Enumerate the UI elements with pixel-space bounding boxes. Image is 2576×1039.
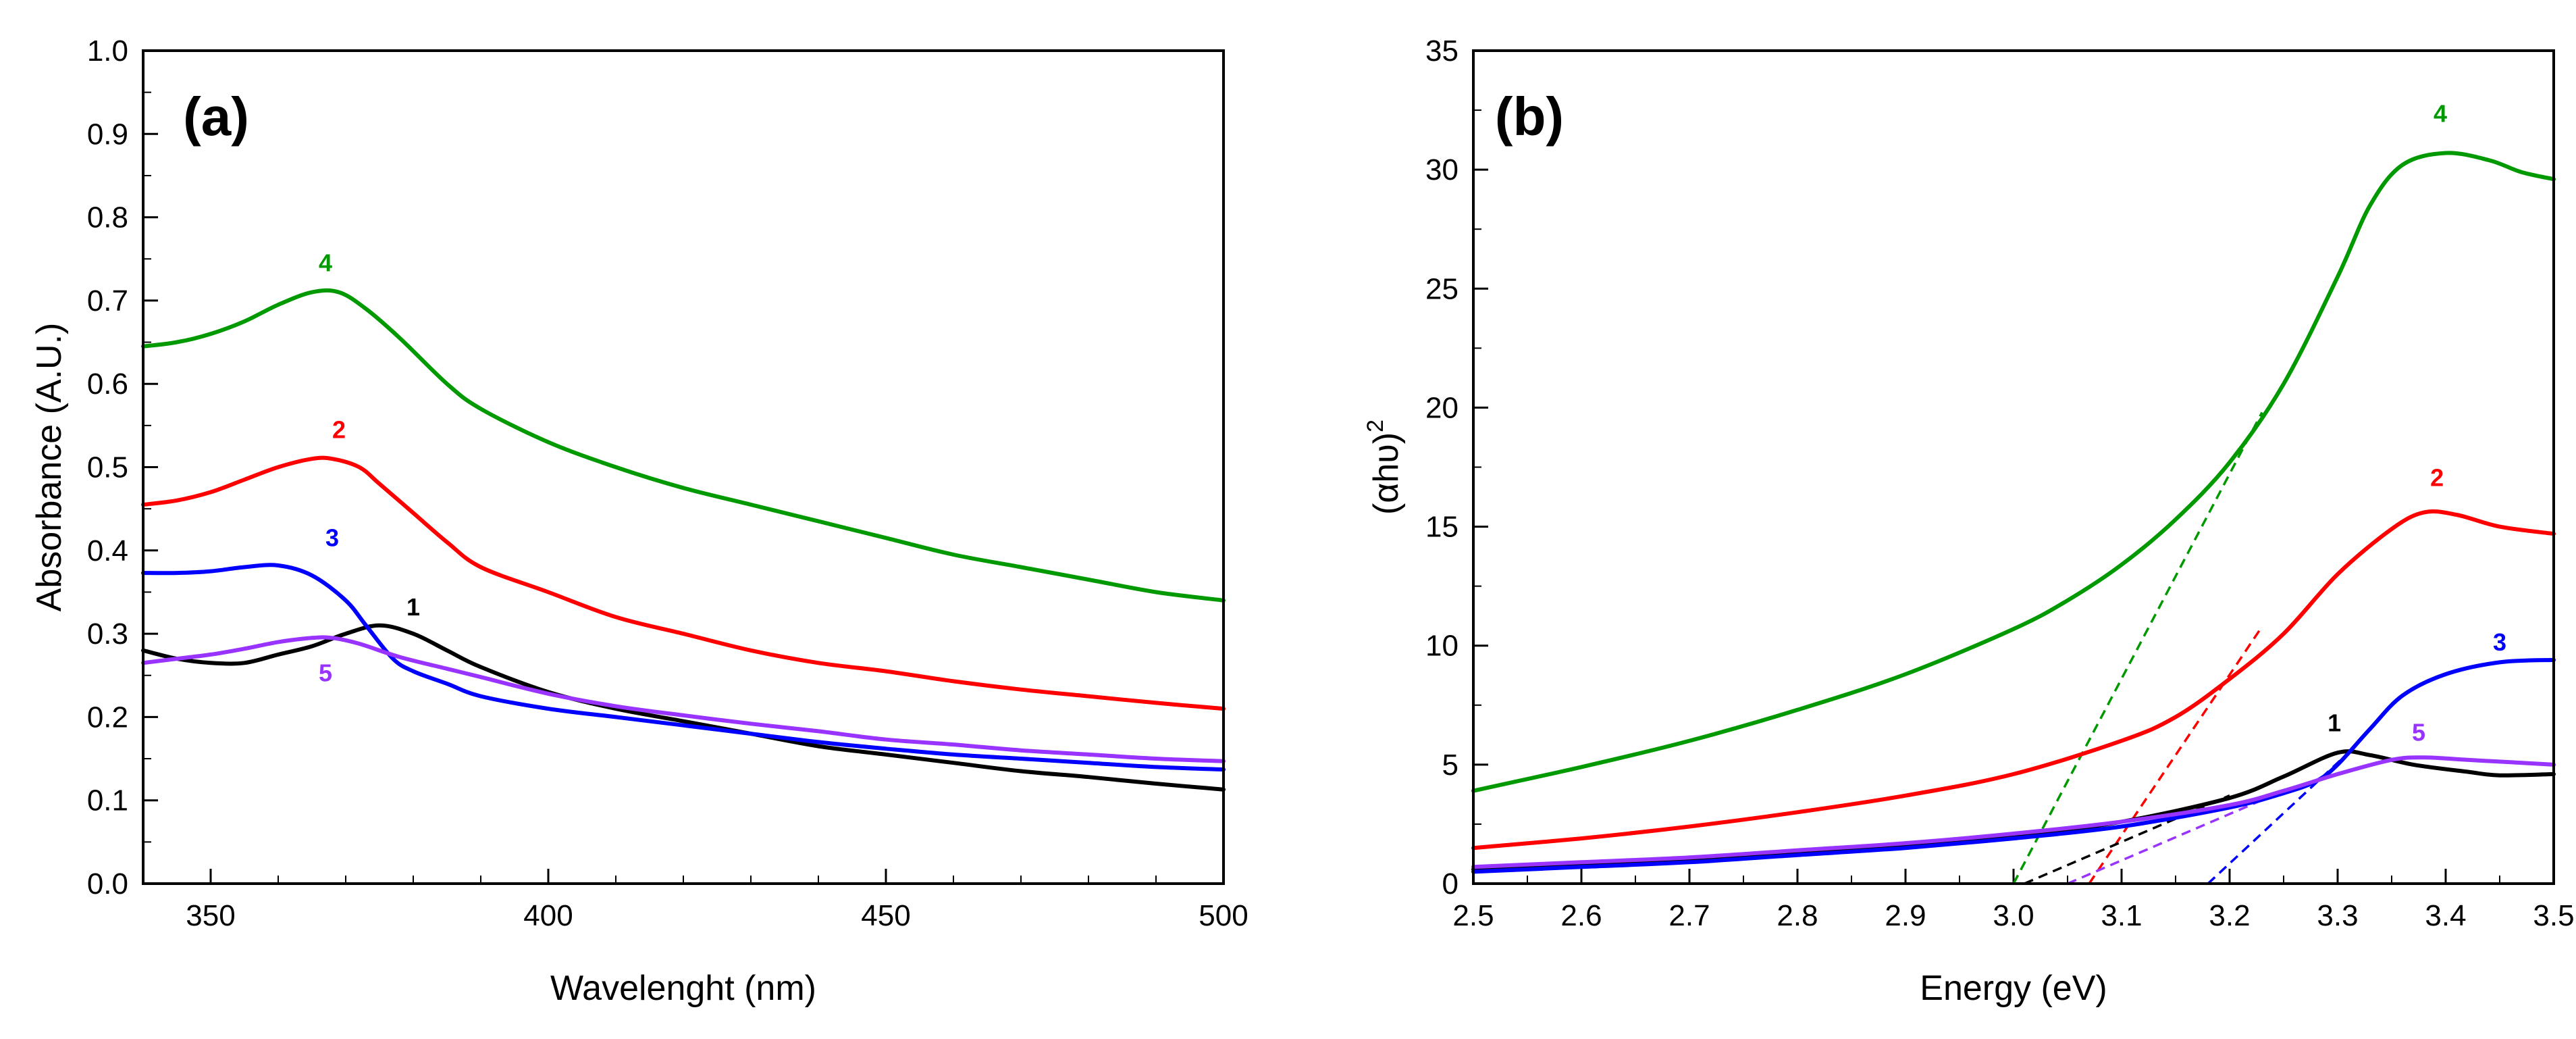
panel-b-x-axis-label: Energy (eV) xyxy=(1920,969,2107,1008)
y-tick-label: 0.6 xyxy=(87,368,128,401)
series-line-5 xyxy=(1471,755,2556,869)
series-label-5: 5 xyxy=(2412,719,2425,746)
x-tick-label: 2.9 xyxy=(1885,899,1926,932)
panel-b-frame xyxy=(1472,49,2555,885)
series-line-3 xyxy=(141,563,1226,772)
y-tick-label: 0.9 xyxy=(87,118,128,151)
x-tick-label: 2.5 xyxy=(1452,899,1494,932)
tangent-line-2 xyxy=(2088,626,2263,884)
series-label-3: 3 xyxy=(325,524,339,552)
series-line-3 xyxy=(1471,657,2556,874)
panel-a: 350 400 450 500 0.0 0.1 0.2 0.3 0.4 0.5 0.6 0.7 0.8 0… xyxy=(30,34,1248,1008)
panel-a-label: (a) xyxy=(183,86,249,147)
y-tick-label: 0.7 xyxy=(87,284,128,318)
panel-b-y-axis-label-sup: 2 xyxy=(1363,420,1388,432)
tangent-line-5 xyxy=(2067,790,2284,885)
y-tick-label: 1.0 xyxy=(87,34,128,68)
y-tick-label: 0 xyxy=(1442,867,1458,901)
y-tick-label: 0.1 xyxy=(87,784,128,817)
panel-a-ticks: 350 400 450 500 0.0 0.1 0.2 0.3 0.4 0.5 0.6 0.7 0.8 0… xyxy=(87,34,1248,932)
y-tick-label: 0.8 xyxy=(87,201,128,234)
series-line-4 xyxy=(1471,151,2556,793)
series-label-2: 2 xyxy=(332,415,346,443)
x-tick-label: 400 xyxy=(523,899,573,932)
x-tick-label: 2.8 xyxy=(1777,899,1818,932)
x-tick-label: 3.0 xyxy=(1993,899,2034,932)
series-label-5: 5 xyxy=(319,659,332,686)
series-label-3: 3 xyxy=(2493,628,2506,656)
panel-a-y-axis-label: Absorbance (A.U.) xyxy=(30,323,69,612)
y-tick-label: 0.5 xyxy=(87,451,128,484)
series-label-4: 4 xyxy=(2434,100,2447,128)
y-tick-label: 0.0 xyxy=(87,867,128,901)
series-line-5 xyxy=(141,635,1226,763)
panel-b-series xyxy=(1471,151,2556,874)
y-tick-label: 10 xyxy=(1425,630,1458,663)
series-line-4 xyxy=(141,288,1226,603)
series-line-1 xyxy=(141,623,1226,792)
tangent-line-4 xyxy=(2012,411,2263,884)
y-tick-label: 25 xyxy=(1425,272,1458,305)
y-tick-label: 15 xyxy=(1425,511,1458,544)
series-line-1 xyxy=(1471,749,2556,871)
y-tick-label: 35 xyxy=(1425,34,1458,68)
series-line-2 xyxy=(141,455,1226,711)
y-tick-label: 5 xyxy=(1442,749,1458,782)
panel-b-ticks: 2.5 2.6 2.7 2.8 2.9 3.0 3.1 3.2 3.3 3.4 3.50510152… xyxy=(1425,34,2575,932)
x-tick-label: 350 xyxy=(186,899,235,932)
y-tick-label: 0.3 xyxy=(87,617,128,651)
x-tick-label: 450 xyxy=(861,899,910,932)
series-label-2: 2 xyxy=(2430,464,2444,492)
series-label-4: 4 xyxy=(319,249,332,277)
panel-a-frame xyxy=(142,49,1225,885)
x-tick-label: 3.5 xyxy=(2533,899,2574,932)
panel-b-label: (b) xyxy=(1495,86,1564,147)
series-label-1: 1 xyxy=(2328,709,2341,737)
y-tick-label: 0.4 xyxy=(87,534,128,567)
panel-b-annotations: 4 2 3 1 5 xyxy=(2328,100,2506,746)
x-tick-label: 2.7 xyxy=(1668,899,1710,932)
tangent-line-1 xyxy=(2024,794,2230,885)
x-tick-label: 2.6 xyxy=(1560,899,1602,932)
panel-b-y-axis-label: (αhυ)2 xyxy=(1363,420,1406,515)
y-tick-label: 20 xyxy=(1425,391,1458,424)
panel-b-y-axis-label-base: (αhυ) xyxy=(1367,432,1406,515)
series-line-2 xyxy=(1471,509,2556,851)
panel-a-x-axis-label: Wavelenght (nm) xyxy=(550,969,816,1008)
x-tick-label: 3.2 xyxy=(2209,899,2250,932)
x-tick-label: 3.3 xyxy=(2317,899,2358,932)
y-tick-label: 0.2 xyxy=(87,701,128,734)
panel-a-annotations: 4 2 3 1 5 xyxy=(319,249,420,687)
y-tick-label: 30 xyxy=(1425,153,1458,186)
panel-b: 2.5 2.6 2.7 2.8 2.9 3.0 3.1 3.2 3.3 3.4 3.50510152… xyxy=(1363,34,2575,1008)
series-label-1: 1 xyxy=(406,593,420,621)
x-tick-label: 3.4 xyxy=(2425,899,2466,932)
x-tick-label: 500 xyxy=(1199,899,1248,932)
panel-a-series xyxy=(141,288,1226,792)
x-tick-label: 3.1 xyxy=(2101,899,2142,932)
